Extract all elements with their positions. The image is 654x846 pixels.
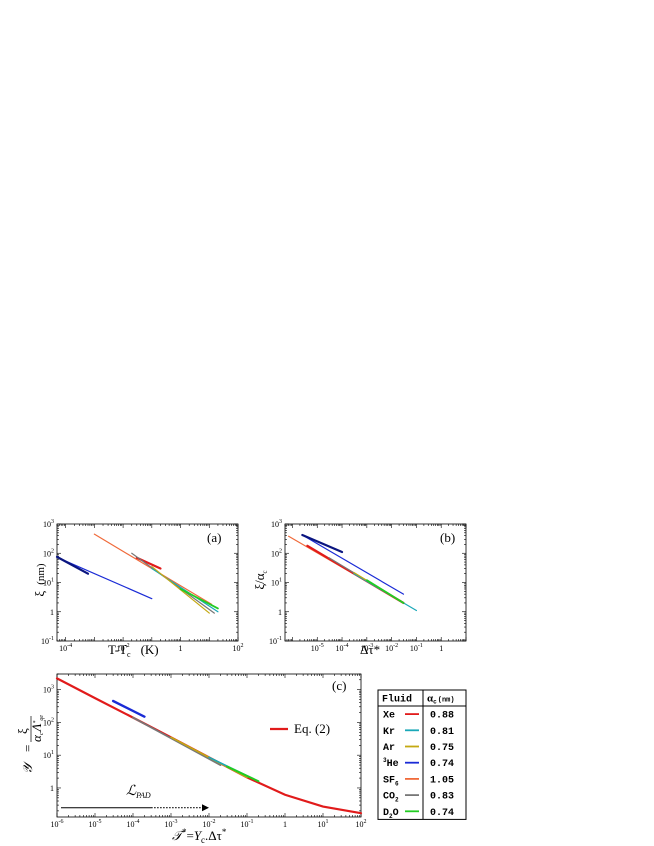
fluid-table-row-value: 0.74 (430, 808, 454, 819)
panel-b-series-d2o (365, 579, 405, 604)
fluid-table-row-value: 1.05 (430, 775, 454, 786)
fluid-table-header-alpha: αc(nm) (427, 693, 455, 706)
panel-b-xtick-label: 10-1 (410, 643, 423, 653)
fluid-table-row-name: SF6 (383, 775, 399, 787)
fluid-table-row-value: 0.83 (430, 792, 454, 803)
fluid-table: Fluid αc(nm) Xe 0.88 Kr 0.81 Ar 0.75 3He 0.74 SF6 1… (377, 689, 467, 820)
panel-c-ytick-label: 1 (50, 784, 54, 793)
panel-a-ytick-label: 103 (43, 519, 54, 529)
panel-c-series-he3 (111, 699, 146, 718)
panel-c-xtick-label: 101 (318, 819, 329, 829)
fluid-table-header-fluid: Fluid (382, 694, 412, 706)
panel-c-series-co2 (132, 716, 222, 766)
pad-arrow (61, 804, 209, 812)
panel-a-xlabel: T-Tc (K) (108, 642, 159, 659)
svg-text:αcΛ*qe: αcΛ*qe (29, 715, 45, 742)
panel-c-xlabel: 𝒯*=Yc.Δτ* (172, 827, 227, 845)
panel-a-series-he3b (55, 555, 90, 575)
panel-b-ytick-label: 1 (278, 608, 282, 617)
panel-c-ytick-label: 103 (43, 685, 54, 695)
panel-a-ytick-label: 10-1 (41, 636, 54, 646)
panel-c-xtick-label: 1 (283, 820, 287, 829)
fluid-table-row-value: 0.81 (430, 727, 454, 738)
panel-a-ylabel: ξ (nm) (32, 563, 47, 597)
panel-b-frame (284, 523, 467, 642)
panel-a-xtick-label: 10-2 (117, 643, 130, 653)
panel-c-frame (56, 673, 362, 818)
panel-c-xtick-label: 10-5 (89, 819, 102, 829)
panel-a: 10-4 10-2 1 102 10-1 1 101 102 103 (41, 519, 244, 653)
fluid-table-row-name: Ar (383, 743, 395, 754)
panel-c-legend-text: Eq. (2) (294, 721, 330, 736)
panel-b-xtick-label: 10-3 (360, 643, 373, 653)
panel-c: 10-6 10-5 10-4 10-3 10-2 10-1 1 101 102 1 101 102 10… (43, 673, 367, 829)
panel-b-ylabel: ξ/αc (252, 570, 269, 589)
panel-c-label: (c) (332, 678, 346, 693)
panel-a-ytick-label: 1 (50, 608, 54, 617)
fluid-table-frame (377, 689, 467, 820)
panel-a-ylabel-symbol: ξ (32, 591, 47, 597)
fluid-table-row-name: CO2 (383, 792, 399, 804)
panel-c-xtick-label: 10-6 (51, 819, 64, 829)
fluid-table-row-name: Xe (383, 711, 395, 722)
svg-text:ξ/αc: ξ/αc (252, 570, 269, 589)
panel-b-ytick-label: 102 (271, 548, 282, 558)
svg-text:=: = (20, 745, 35, 752)
svg-text:ξ(nm): ξ (nm) (32, 563, 47, 597)
panel-a-ylabel-unit: (nm) (35, 563, 47, 585)
panel-c-xtick-label: 102 (356, 819, 367, 829)
panel-c-legend: Eq. (2) (270, 721, 330, 736)
panel-b-ytick-label: 101 (271, 578, 282, 588)
panel-a-minor-ticks (56, 523, 239, 642)
panel-b-series-he3 (301, 534, 405, 595)
fluid-table-row-name: Kr (383, 727, 395, 738)
panel-c-xtick-label: 10-4 (127, 819, 140, 829)
pad-arrow-head (202, 804, 209, 812)
panel-a-label: (a) (207, 530, 221, 545)
panel-c-minor-ticks (56, 673, 362, 817)
panel-b-xtick-label: 10-5 (311, 643, 324, 653)
panel-c-ylabel: 𝒴 = ξ αcΛ*qe (15, 715, 45, 774)
panel-a-xtick-label: 10-4 (59, 643, 72, 653)
pad-arrow-label: ℒPAD (126, 784, 151, 800)
svg-text:𝒴: 𝒴 (20, 760, 35, 774)
fluid-table-row-value: 0.74 (430, 759, 454, 770)
fluid-table-row-name: 3He (383, 757, 399, 770)
panel-b-ytick-label: 103 (271, 519, 282, 529)
panel-c-xtick-label: 10-2 (203, 819, 216, 829)
panel-c-series-eq2 (55, 677, 363, 815)
panel-c-xtick-label: 10-3 (165, 819, 178, 829)
fluid-table-row-value: 0.75 (430, 743, 454, 754)
panel-b-xtick-label: 10-2 (385, 643, 398, 653)
svg-text:ξ: ξ (15, 728, 30, 734)
panel-a-series-d2o (179, 588, 219, 610)
fluid-table-row-name: D2O (383, 808, 399, 820)
panel-b-label: (b) (440, 530, 455, 545)
panel-c-series-d2o (226, 765, 260, 783)
panel-b-xtick-label: 10-4 (336, 643, 349, 653)
panel-b-xlabel: Δτ* (360, 642, 380, 657)
panel-b-minor-ticks (284, 523, 467, 642)
panel-b-series-he3b (301, 533, 344, 554)
panel-c-ytick-label: 101 (43, 750, 54, 760)
panel-c-ytick-label: 102 (43, 717, 54, 727)
panel-b: 10-5 10-4 10-3 10-2 10-1 1 10-1 1 101 102 103 (269, 519, 467, 653)
fluid-table-row-value: 0.88 (430, 711, 454, 722)
panel-a-ytick-label: 102 (43, 548, 54, 558)
panel-b-xtick-label: 1 (439, 644, 443, 653)
panel-a-series-he3 (57, 557, 153, 600)
panel-a-ytick-label: 101 (43, 578, 54, 588)
panel-b-ytick-label: 10-1 (269, 636, 282, 646)
panel-a-xtick-label: 102 (233, 643, 244, 653)
panel-a-xtick-label: 1 (179, 644, 183, 653)
panel-c-xtick-label: 10-1 (241, 819, 254, 829)
